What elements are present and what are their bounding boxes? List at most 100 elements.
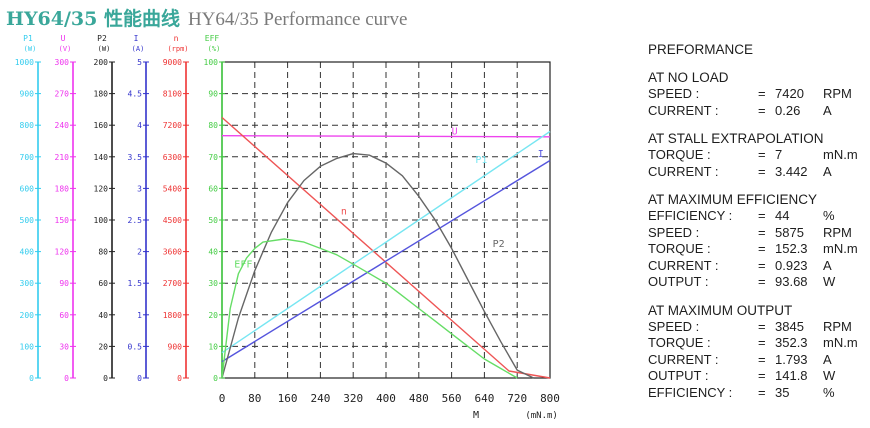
spec-section: AT NO LOAD SPEED : = 7420 RPM CURRENT : = 0.26 A bbox=[648, 70, 868, 119]
spec-label: TORQUE : bbox=[648, 147, 711, 162]
y-axis-label: I bbox=[134, 34, 139, 43]
spec-label: EFFICIENCY : bbox=[648, 384, 733, 400]
y-tick-label: 3.5 bbox=[128, 153, 143, 162]
spec-section: AT STALL EXTRAPOLATION TORQUE : = 7 mN.m CURR… bbox=[648, 131, 868, 180]
y-tick-label: 6300 bbox=[163, 153, 182, 162]
spec-value: 1.793 bbox=[775, 351, 808, 367]
spec-value: 7 bbox=[775, 147, 783, 162]
x-tick-label: 480 bbox=[409, 392, 429, 405]
specs-heading: PREFORMANCE bbox=[648, 42, 754, 57]
spec-value: 0.26 bbox=[775, 102, 801, 118]
x-tick-label: 80 bbox=[248, 392, 261, 405]
spec-equals: = bbox=[758, 208, 766, 223]
y-tick-label: 3600 bbox=[163, 248, 182, 257]
x-tick-label: 160 bbox=[278, 392, 298, 405]
y-tick-label: 70 bbox=[208, 153, 218, 162]
y-axis-label: U bbox=[61, 34, 66, 43]
y-tick-label: 20 bbox=[98, 342, 108, 351]
spec-row: EFFICIENCY : = 35% bbox=[648, 385, 868, 402]
spec-label: SPEED : bbox=[648, 86, 700, 101]
spec-row: OUTPUT : = 93.68 W bbox=[648, 274, 868, 291]
spec-unit: % bbox=[823, 384, 835, 400]
spec-unit: W bbox=[823, 274, 836, 289]
series-label-eff: EFF bbox=[234, 259, 252, 270]
y-tick-label: 180 bbox=[94, 90, 109, 99]
spec-row: SPEED : = 3845 RPM bbox=[648, 319, 868, 336]
spec-row: SPEED : = 5875 RPM bbox=[648, 225, 868, 242]
y-axis-unit: (W) bbox=[24, 45, 37, 53]
spec-value: 44 bbox=[775, 208, 790, 223]
spec-row: TORQUE : = 7 mN.m bbox=[648, 147, 868, 164]
spec-section-title: AT STALL EXTRAPOLATION bbox=[648, 131, 824, 146]
y-tick-label: 100 bbox=[20, 342, 35, 351]
x-axis-unit: (mN.m) bbox=[525, 411, 558, 421]
y-tick-label: 4 bbox=[137, 121, 142, 130]
x-tick-label: 240 bbox=[310, 392, 330, 405]
y-tick-label: 80 bbox=[208, 121, 218, 130]
spec-equals: = bbox=[758, 384, 766, 400]
y-tick-label: 300 bbox=[55, 58, 70, 67]
y-tick-label: 1000 bbox=[15, 58, 34, 67]
series-line-i bbox=[221, 159, 551, 363]
specs-heading-block: PREFORMANCE bbox=[648, 42, 868, 58]
spec-label: SPEED : bbox=[648, 318, 700, 334]
y-tick-label: 100 bbox=[94, 216, 109, 225]
y-tick-label: 140 bbox=[94, 153, 109, 162]
y-tick-label: 0 bbox=[137, 374, 142, 383]
spec-value: 5875 bbox=[775, 224, 804, 240]
y-tick-label: 900 bbox=[20, 90, 35, 99]
spec-value: 93.68 bbox=[775, 274, 808, 289]
spec-unit: W bbox=[823, 368, 836, 383]
x-tick-label: 800 bbox=[540, 392, 560, 405]
y-tick-label: 4500 bbox=[163, 216, 182, 225]
y-tick-label: 210 bbox=[55, 153, 70, 162]
y-tick-label: 270 bbox=[55, 90, 70, 99]
spec-value: 152.3 bbox=[775, 241, 808, 256]
y-tick-label: 100 bbox=[204, 58, 219, 67]
y-tick-label: 60 bbox=[98, 279, 108, 288]
y-tick-label: 40 bbox=[98, 311, 108, 320]
y-axis-unit: (%) bbox=[208, 45, 221, 53]
performance-specs: PREFORMANCE AT NO LOAD SPEED : = 7420 RPM CUR… bbox=[648, 42, 868, 413]
spec-unit: RPM bbox=[823, 224, 852, 240]
y-tick-label: 0 bbox=[103, 374, 108, 383]
spec-unit: A bbox=[823, 351, 832, 367]
y-tick-label: 80 bbox=[98, 248, 108, 257]
spec-label: CURRENT : bbox=[648, 163, 719, 179]
spec-row: TORQUE : = 152.3 mN.m bbox=[648, 241, 868, 258]
spec-label: OUTPUT : bbox=[648, 274, 709, 289]
series-label-n: n bbox=[341, 207, 347, 218]
y-tick-label: 5 bbox=[137, 58, 142, 67]
y-tick-label: 50 bbox=[208, 216, 218, 225]
y-tick-label: 200 bbox=[20, 311, 35, 320]
y-tick-label: 60 bbox=[59, 311, 69, 320]
spec-equals: = bbox=[758, 335, 766, 350]
y-tick-label: 700 bbox=[20, 153, 35, 162]
y-tick-label: 20 bbox=[208, 311, 218, 320]
spec-label: EFFICIENCY : bbox=[648, 208, 733, 223]
y-axis-label: EFF bbox=[205, 34, 220, 43]
y-axis-unit: (W) bbox=[98, 45, 111, 53]
spec-unit: A bbox=[823, 257, 832, 273]
spec-row: CURRENT : = 0.26 A bbox=[648, 103, 868, 120]
y-tick-label: 500 bbox=[20, 216, 35, 225]
spec-value: 7420 bbox=[775, 86, 804, 101]
spec-section: AT MAXIMUM OUTPUT SPEED : = 3845 RPM TORQUE :… bbox=[648, 303, 868, 402]
spec-value: 35 bbox=[775, 384, 790, 400]
spec-unit: A bbox=[823, 102, 832, 118]
y-axis-unit: (V) bbox=[59, 45, 72, 53]
x-tick-label: 560 bbox=[442, 392, 462, 405]
x-tick-label: 320 bbox=[343, 392, 363, 405]
x-tick-label: 400 bbox=[376, 392, 396, 405]
spec-row: TORQUE : = 352.3 mN.m bbox=[648, 335, 868, 352]
y-tick-label: 4.5 bbox=[128, 90, 143, 99]
y-tick-label: 1.5 bbox=[128, 279, 143, 288]
y-tick-label: 150 bbox=[55, 216, 70, 225]
y-tick-label: 5400 bbox=[163, 184, 182, 193]
series-line-eff bbox=[221, 238, 518, 379]
series-line-u bbox=[221, 135, 551, 138]
spec-label: OUTPUT : bbox=[648, 368, 709, 383]
y-tick-label: 9000 bbox=[163, 58, 182, 67]
spec-section-title: AT MAXIMUM EFFICIENCY bbox=[648, 192, 818, 207]
